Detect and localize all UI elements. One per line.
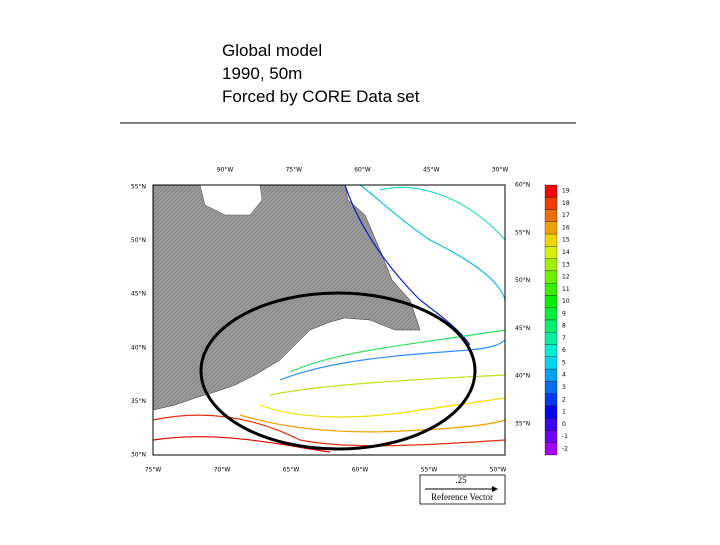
colorbar-swatch	[544, 283, 558, 296]
colorbar-label: 0	[562, 421, 566, 428]
colorbar-label: 18	[562, 200, 570, 207]
left-label: 40°N	[131, 344, 146, 351]
title-line: Forced by CORE Data set	[222, 87, 420, 106]
colorbar-label: 7	[562, 335, 566, 342]
colorbar-swatch	[544, 270, 558, 284]
colorbar-label: 13	[562, 261, 570, 268]
left-label: 50°N	[131, 237, 146, 244]
right-label: 35°N	[515, 421, 530, 428]
colorbar-label: -1	[562, 433, 568, 440]
colorbar-swatch	[544, 184, 558, 198]
colorbar-label: 12	[562, 274, 570, 281]
highlight-ellipse	[199, 291, 477, 451]
reference-vector: .25 Reference Vector	[419, 474, 506, 505]
colorbar-label: 5	[562, 359, 566, 366]
colorbar-swatch	[544, 356, 558, 370]
left-label: 35°N	[131, 398, 146, 405]
colorbar-swatch	[544, 246, 558, 259]
bottom-label: 65°W	[283, 467, 300, 474]
colorbar-swatch	[544, 319, 558, 333]
colorbar-label: 16	[562, 224, 570, 231]
top-label: 45°W	[423, 167, 440, 174]
colorbar-swatch	[544, 381, 558, 394]
colorbar-swatch	[544, 405, 558, 419]
colorbar-label: 17	[562, 212, 570, 219]
right-label: 55°N	[515, 229, 530, 236]
colorbar-label: 4	[562, 372, 566, 379]
colorbar-label: 1	[562, 409, 566, 416]
top-label: 30°W	[492, 167, 509, 174]
colorbar-swatch	[544, 307, 558, 321]
colorbar-label: 3	[562, 384, 566, 391]
top-label: 75°W	[285, 167, 302, 174]
reference-label: Reference Vector	[431, 492, 493, 502]
colorbar-label: 14	[562, 249, 570, 256]
map	[152, 184, 506, 456]
colorbar-label: 15	[562, 237, 570, 244]
colorbar-swatch	[544, 197, 558, 210]
left-label: 45°N	[131, 291, 146, 298]
right-label: 60°N	[515, 182, 530, 189]
left-label: 55°N	[131, 184, 146, 191]
colorbar-swatch	[544, 209, 558, 222]
colorbar-label: 2	[562, 396, 566, 403]
colorbar-swatch	[544, 442, 558, 456]
right-label: 40°N	[515, 373, 530, 380]
colorbar-label: -2	[562, 445, 568, 452]
colorbar-label: 8	[562, 323, 566, 330]
colorbar-swatch	[544, 233, 558, 247]
currents	[152, 184, 506, 453]
colorbar-label: 19	[562, 188, 570, 195]
title-line: Global model	[222, 41, 322, 60]
bottom-label: 60°W	[352, 467, 369, 474]
title-line: 1990, 50m	[222, 64, 302, 83]
bottom-label: 50°W	[490, 467, 507, 474]
left-label: 30°N	[131, 452, 146, 459]
colorbar-label: 6	[562, 347, 566, 354]
right-label: 50°N	[515, 277, 530, 284]
colorbar-swatch	[544, 418, 558, 431]
colorbar-swatch	[544, 393, 558, 407]
colorbar-swatch	[544, 344, 558, 357]
map-frame	[152, 184, 506, 456]
top-label: 90°W	[217, 167, 234, 174]
arrow-head	[492, 486, 498, 492]
bottom-label: 55°W	[421, 467, 438, 474]
colorbar-label: 9	[562, 310, 566, 317]
colorbar-swatch	[544, 332, 558, 345]
colorbar-label: 10	[562, 298, 570, 305]
bottom-label: 75°W	[145, 467, 162, 474]
right-label: 45°N	[515, 325, 530, 332]
colorbar-swatch	[544, 430, 558, 443]
colorbar-swatch	[544, 258, 558, 272]
bottom-label: 70°W	[214, 467, 231, 474]
reference-value: .25	[455, 475, 467, 485]
colorbar-swatch	[544, 221, 558, 235]
colorbar-swatch	[544, 368, 558, 382]
top-label: 60°W	[354, 167, 371, 174]
colorbar-swatch	[544, 295, 558, 308]
colorbar-label: 11	[562, 286, 570, 293]
